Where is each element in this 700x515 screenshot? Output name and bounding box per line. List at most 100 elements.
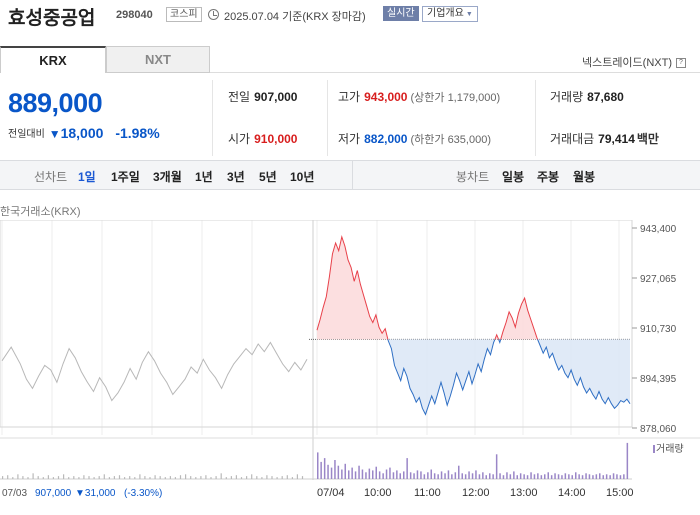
volume-bar [348,470,350,479]
volume-legend-swatch [653,445,655,453]
volume-bar [595,474,598,480]
period-weekly[interactable]: 주봉 [537,170,560,184]
quote-value: 943,000 [364,90,408,104]
volume-bar [537,473,539,479]
volume-bar [42,477,44,479]
volume-bar [251,474,253,480]
volume-bar [454,472,457,479]
volume-bar [200,476,202,479]
volume-bar [588,474,591,480]
down-line [537,339,631,410]
volume-bar [261,477,263,479]
chart-fills [317,236,630,415]
volume-bar [619,475,622,479]
period-daily[interactable]: 일봉 [502,170,525,184]
volume-bar [544,474,546,480]
volume-bar [256,476,258,479]
volume-bar [365,472,367,479]
period-5y[interactable]: 5년 [259,170,277,184]
period-1d[interactable]: 1일 [78,170,96,184]
volume-bar [27,477,29,479]
clock-icon [208,9,219,20]
volume-bar [523,474,525,480]
volume-bar [22,476,24,479]
y-axis-ticks: 943,400 927,065 910,730 894,395 878,060 [632,224,677,435]
quote-open: 시가 910,000 [228,130,297,147]
volume-bar [599,473,601,479]
volume-bar [281,476,283,479]
line-chart-label: 선차트 [34,170,68,184]
volume-bar [320,461,322,479]
volume-bar [612,473,615,479]
volume-legend: 거래량 [656,443,684,455]
divider [212,80,213,156]
down-line [387,339,496,416]
candle-chart-label: 봉차트 [456,170,490,184]
volume-bar [585,473,587,479]
help-icon[interactable]: ? [676,58,686,69]
volume-bar [378,471,381,479]
today-line [316,235,631,416]
nxt-trade-link[interactable]: 넥스트레이드(NXT)? [582,54,686,70]
volume-bar [327,464,329,480]
volume-bar [286,475,288,479]
y-tick-label: 927,065 [640,274,677,285]
down-line [498,339,502,345]
period-selector: 선차트 1일 1주일 3개월 1년 3년 5년 10년 봉차트 일봉 주봉 월봉 [0,160,700,190]
quote-value: 882,000 [364,132,408,146]
volume-bar [506,472,508,479]
volume-bar [509,474,512,480]
period-10y[interactable]: 10년 [290,170,315,184]
volume-bar [344,463,346,479]
volume-bar [575,472,577,479]
volume-bar [210,477,212,479]
volume-bar [37,476,39,479]
tab-nxt[interactable]: NXT [106,46,210,73]
volume-bars [0,437,700,480]
volume-bar [495,454,498,479]
volume-bar [195,477,197,479]
volume-bar [475,470,477,479]
tab-krx[interactable]: KRX [0,46,106,73]
period-1y[interactable]: 1년 [195,170,213,184]
volume-bar [557,474,560,480]
y-tick-label: 878,060 [640,424,677,435]
down-triangle-icon: ▼ [48,127,61,141]
prev-day-change: ▼31,000 [75,488,116,499]
period-3m[interactable]: 3개월 [153,170,182,184]
volume-bar [240,477,243,479]
company-info-dropdown[interactable]: 기업개요 ▼ [422,6,478,22]
volume-bar [533,474,536,480]
volume-bar [134,477,136,479]
period-3y[interactable]: 3년 [227,170,245,184]
volume-bar [169,476,171,479]
volume-bar [98,476,100,479]
realtime-button[interactable]: 실시간 [383,6,419,21]
quote-label: 고가 [338,90,361,104]
period-1w[interactable]: 1주일 [111,170,140,184]
volume-bar [330,467,333,479]
quote-label: 거래량 [550,90,584,104]
volume-bar [564,473,567,479]
x-tick-label: 10:00 [364,487,392,499]
basis-date: 2025.07.04 기준(KRX 장마감) [224,11,366,23]
change-amount: 18,000 [60,125,104,141]
volume-bar [516,475,518,479]
volume-bar [144,476,146,479]
volume-bar [230,476,232,479]
prev-day-pct: (-3.30%) [124,488,162,499]
volume-bar [361,469,364,479]
change-percent: -1.98% [115,125,160,141]
quote-label: 거래대금 [550,132,595,146]
quote-volume: 거래량 87,680 [550,88,624,105]
up-line [500,296,539,340]
period-monthly[interactable]: 월봉 [573,170,596,184]
volume-bar [561,475,563,479]
divider [327,80,328,156]
volume-bar [78,477,80,479]
volume-bar [317,452,319,479]
x-tick-label: 11:00 [414,487,441,499]
quote-label: 저가 [338,132,361,146]
volume-bar [337,465,340,479]
volume-bar [519,473,522,479]
